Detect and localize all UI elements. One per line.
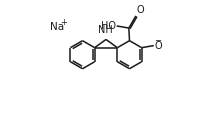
Text: O: O	[155, 41, 162, 51]
Text: HO: HO	[101, 21, 116, 31]
Text: +: +	[60, 18, 67, 27]
Text: Na: Na	[49, 22, 64, 32]
Text: −: −	[154, 36, 161, 45]
Text: O: O	[137, 5, 144, 15]
Text: NH: NH	[98, 25, 113, 35]
